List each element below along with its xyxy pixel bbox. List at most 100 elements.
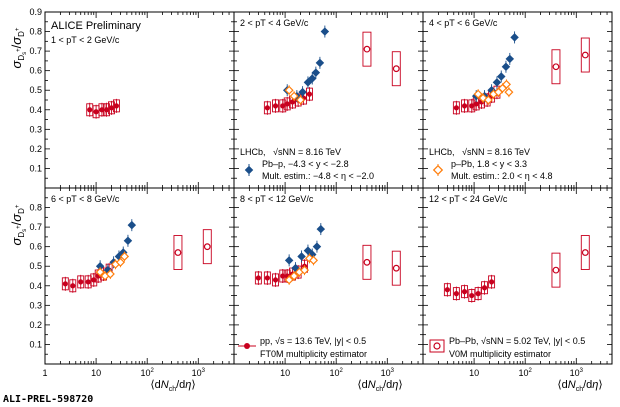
svg-text:⟨dNch/dη⟩: ⟨dNch/dη⟩ (357, 379, 402, 393)
pbpb-point (552, 63, 560, 71)
figure-id-label: ALI-PREL-598720 (3, 394, 93, 405)
panel-marks (86, 98, 120, 119)
panel-marks (263, 25, 401, 115)
pp-point (488, 279, 495, 285)
pp-point (272, 103, 279, 109)
lhcb-pPb-point (505, 54, 515, 64)
pp-point (306, 91, 313, 97)
pp-point (453, 291, 459, 297)
y-tick-label: 0.8 (29, 203, 42, 213)
pbpb-syst-box (173, 235, 183, 270)
legend-lhcb-pPb-line1: Pb–p, −4.3 < y < −2.8 (262, 159, 349, 169)
pbpb-syst-box (202, 229, 212, 265)
pp-point (62, 281, 68, 287)
ylabel-bottom: σDs+/σD+ (9, 204, 28, 245)
legend-lhcb-ppb: LHCb, √sNN = 8.16 TeV p–Pb, 1.8 < y < 3.… (429, 147, 553, 181)
legend-lhcb-ppb-line2: Mult. estim.: 2.0 < η < 4.8 (451, 171, 553, 181)
y-tick-label: 0.4 (29, 281, 42, 291)
legend-pbpb-line1: Pb–Pb, √sNN = 5.02 TeV, |y| < 0.5 (449, 336, 585, 346)
lhcb-pPb-point (501, 62, 511, 71)
preliminary-label: ALICE Preliminary (51, 20, 141, 32)
panel-marks (254, 223, 401, 287)
pbpb-syst-box (580, 235, 590, 270)
lhcb-ppb-point (501, 79, 511, 89)
pbpb-syst-box (391, 250, 401, 286)
pbpb-point (363, 258, 371, 266)
y-tick-label: 0.1 (29, 339, 42, 349)
pbpb-point (203, 243, 211, 251)
pp-point (70, 283, 76, 289)
pt-range-label: 12 < pT < 24 GeV/c (429, 194, 508, 204)
lhcb-pPb-point (308, 74, 317, 83)
lhcb-ppb-point (483, 95, 493, 105)
pp-point (481, 285, 488, 291)
pp-point (272, 277, 279, 283)
pp-point (103, 107, 110, 113)
lhcb-ppb-point (299, 265, 310, 275)
x-tick-label: 10 (91, 368, 101, 378)
pp-point (108, 105, 115, 111)
pbpb-point (581, 249, 589, 256)
legend-pp-line2: FT0M multiplicity estimator (260, 349, 367, 359)
pp-point (469, 292, 475, 299)
panel-marks (61, 219, 212, 293)
pp-point (87, 107, 93, 113)
lhcb-ppb-point (105, 269, 115, 279)
svg-text:⟨dNch/dη⟩: ⟨dNch/dη⟩ (150, 379, 195, 393)
pp-point (264, 275, 270, 281)
pt-range-label: 8 < pT < 12 GeV/c (240, 194, 314, 204)
lhcb-ppb-point (284, 275, 294, 285)
legend-lhcb-pPb-line2: Mult. estim.: −4.8 < η < −2.0 (262, 171, 374, 181)
lhcb-pPb-point (95, 261, 105, 271)
legend-pp-marker (244, 343, 250, 349)
y-tick-label: 0.2 (29, 320, 42, 330)
x-tick-label: 103 (570, 368, 584, 378)
legend-pbpb-marker (433, 342, 441, 350)
lhcb-pPb-point (320, 27, 330, 36)
pt-range-label: 2 < pT < 4 GeV/c (240, 18, 309, 28)
y-tick-label: 0.5 (29, 261, 42, 271)
xlabel-right: ⟨dNch/dη⟩ (557, 379, 602, 393)
legend-lhcb-pPb-experiment: LHCb, (240, 147, 266, 157)
y-tick-label: 0.6 (29, 66, 42, 76)
legend-pbpb-line2: V0M multiplicity estimator (449, 349, 551, 359)
ylabel-top: σDs+/σD+ (9, 27, 28, 68)
panel-frame (44, 187, 235, 365)
pbpb-point (552, 266, 560, 274)
pbpb-point (581, 51, 589, 59)
lhcb-ppb-point (95, 267, 105, 277)
pbpb-syst-box (362, 31, 372, 67)
pp-point (113, 103, 120, 109)
lhcb-pPb-point (510, 33, 519, 42)
lhcb-ppb-point (295, 95, 306, 105)
pp-point (461, 103, 468, 109)
pp-point (475, 291, 481, 297)
pbpb-point (363, 45, 371, 53)
lhcb-pPb-point (492, 78, 502, 87)
lhcb-pPb-point (127, 220, 137, 230)
lhcb-pPb-point (311, 68, 321, 77)
pbpb-point (392, 264, 400, 272)
pp-point (444, 287, 450, 293)
lhcb-pPb-point (497, 72, 506, 81)
x-tick-label: 103 (381, 368, 395, 378)
y-tick-label: 0.2 (29, 144, 42, 154)
xlabel-left: ⟨dNch/dη⟩ (150, 379, 195, 393)
panel-marks (452, 31, 590, 115)
pp-point (93, 109, 99, 115)
pbpb-point (392, 65, 400, 73)
legend-lhcb-ppb-line1: p–Pb, 1.8 < y < 3.3 (451, 159, 527, 169)
legend-lhcb-pPb-marker (244, 165, 254, 175)
lhcb-pPb-point (284, 256, 294, 265)
pp-point (255, 275, 261, 281)
lhcb-pPb-point (315, 58, 325, 68)
y-tick-label: 0.7 (29, 46, 42, 56)
pp-point (264, 105, 270, 111)
lhcb-pPb-point (312, 242, 322, 251)
x-tick-label: 1 (42, 368, 47, 378)
legend-lhcb-ppb-marker (432, 164, 444, 176)
lhcb-ppb-point (119, 251, 130, 261)
y-tick-label: 0.5 (29, 85, 42, 95)
x-tick-label: 10 (280, 368, 290, 378)
